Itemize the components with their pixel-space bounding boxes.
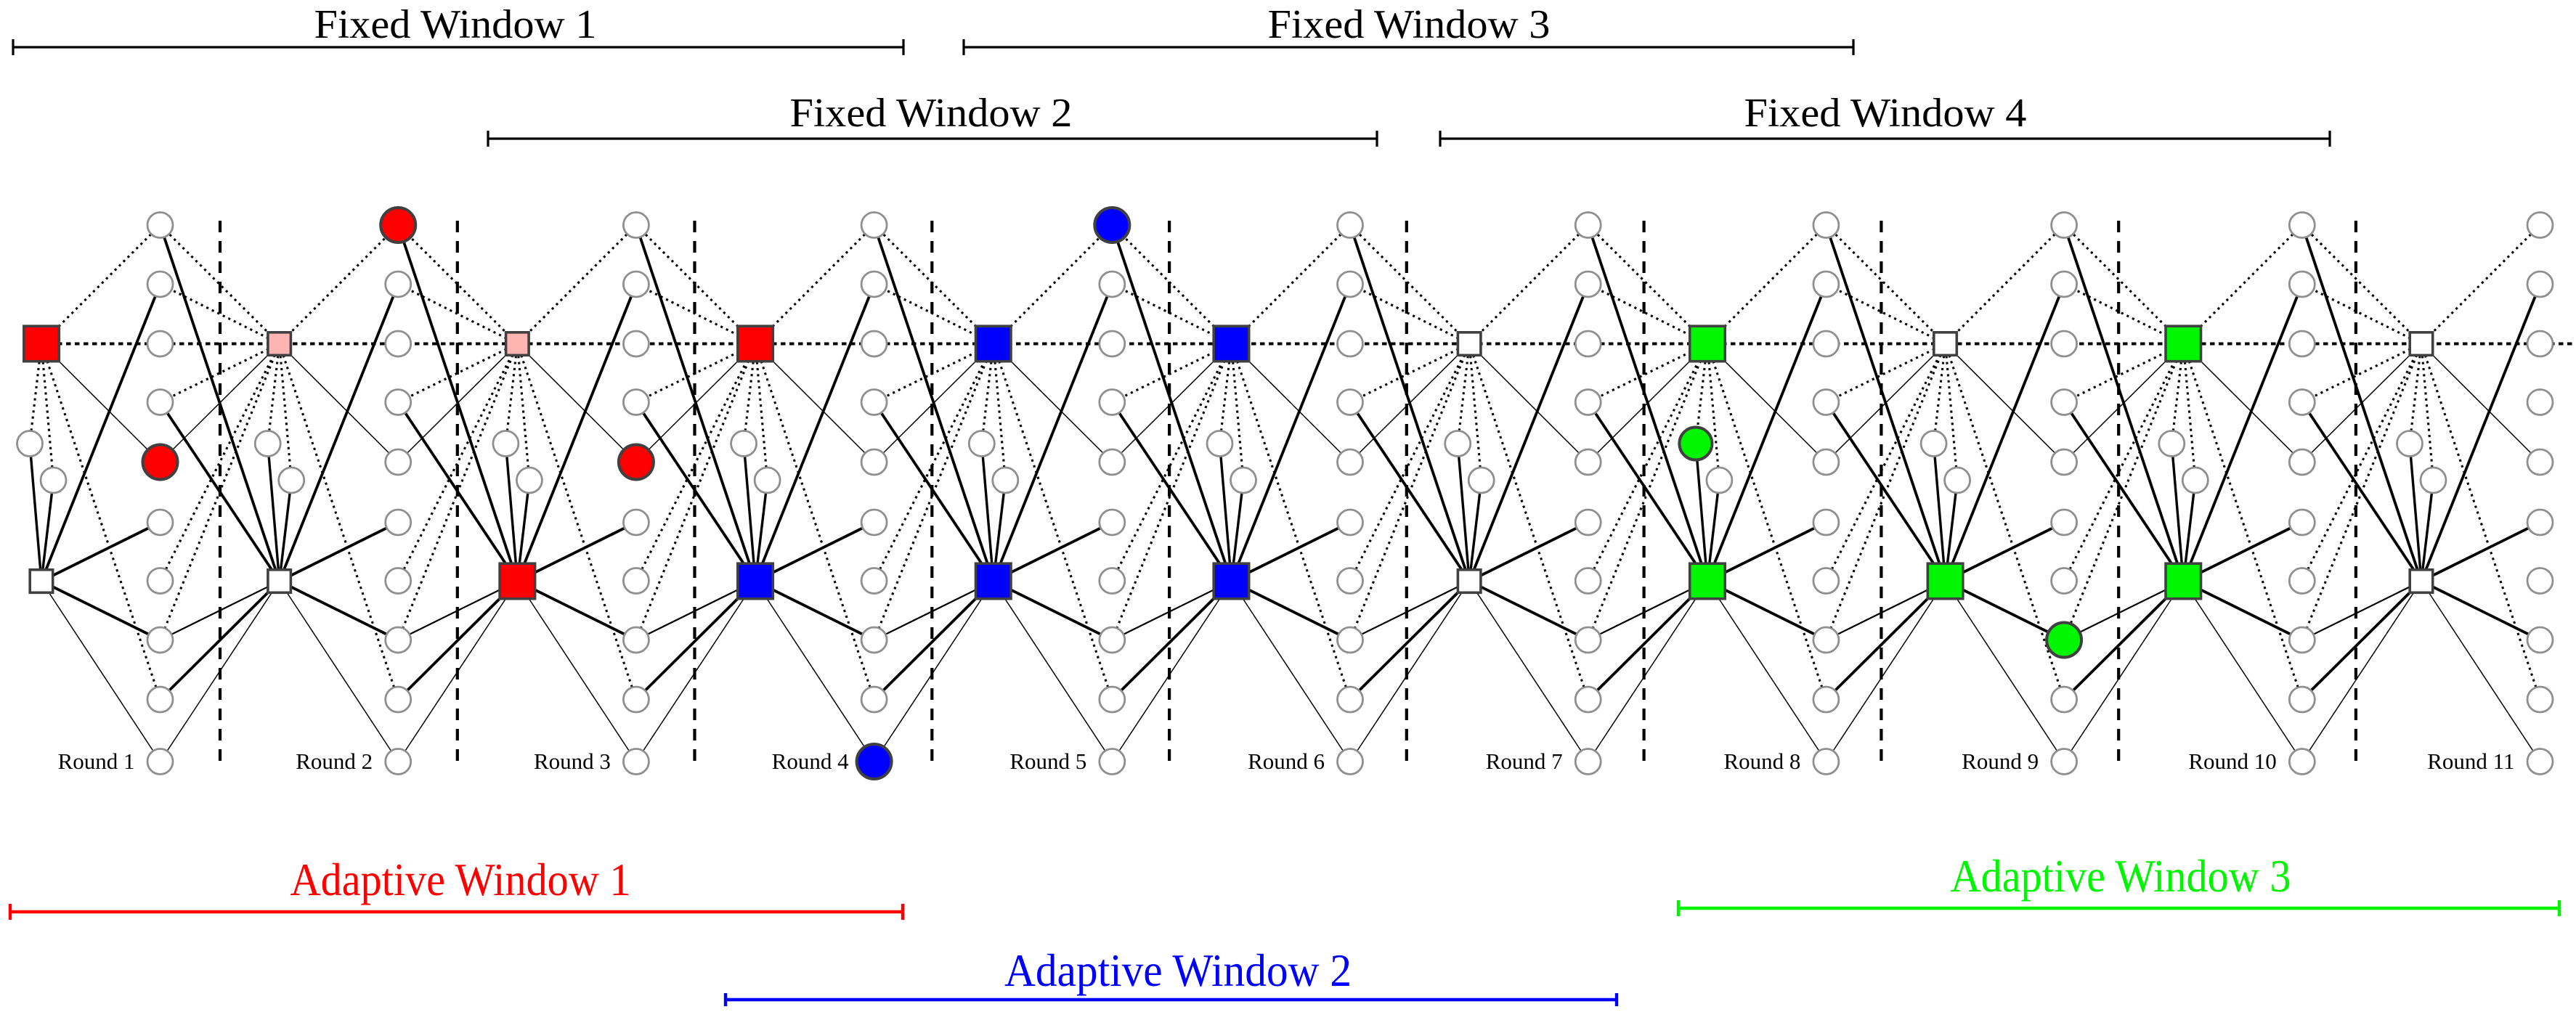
svg-text:Fixed Window 2: Fixed Window 2 — [790, 91, 1073, 136]
svg-text:Round 6: Round 6 — [1248, 748, 1325, 774]
svg-text:Fixed Window 4: Fixed Window 4 — [1744, 91, 2027, 136]
svg-text:Round 11: Round 11 — [2427, 748, 2514, 774]
svg-text:Round 10: Round 10 — [2188, 748, 2276, 774]
svg-text:Fixed Window 3: Fixed Window 3 — [1268, 2, 1551, 47]
svg-text:Fixed Window 1: Fixed Window 1 — [314, 2, 597, 47]
svg-text:Adaptive Window 3: Adaptive Window 3 — [1951, 850, 2291, 902]
svg-text:Round 4: Round 4 — [772, 748, 849, 774]
svg-text:Round 9: Round 9 — [1962, 748, 2039, 774]
svg-text:Round 8: Round 8 — [1723, 748, 1800, 774]
svg-text:Round 5: Round 5 — [1009, 748, 1086, 774]
svg-text:Round 7: Round 7 — [1486, 748, 1563, 774]
svg-text:Round 1: Round 1 — [58, 748, 135, 774]
svg-text:Round 3: Round 3 — [534, 748, 611, 774]
svg-text:Adaptive Window 2: Adaptive Window 2 — [1004, 944, 1352, 996]
svg-text:Adaptive Window 1: Adaptive Window 1 — [290, 854, 631, 905]
svg-text:Round 2: Round 2 — [296, 748, 373, 774]
